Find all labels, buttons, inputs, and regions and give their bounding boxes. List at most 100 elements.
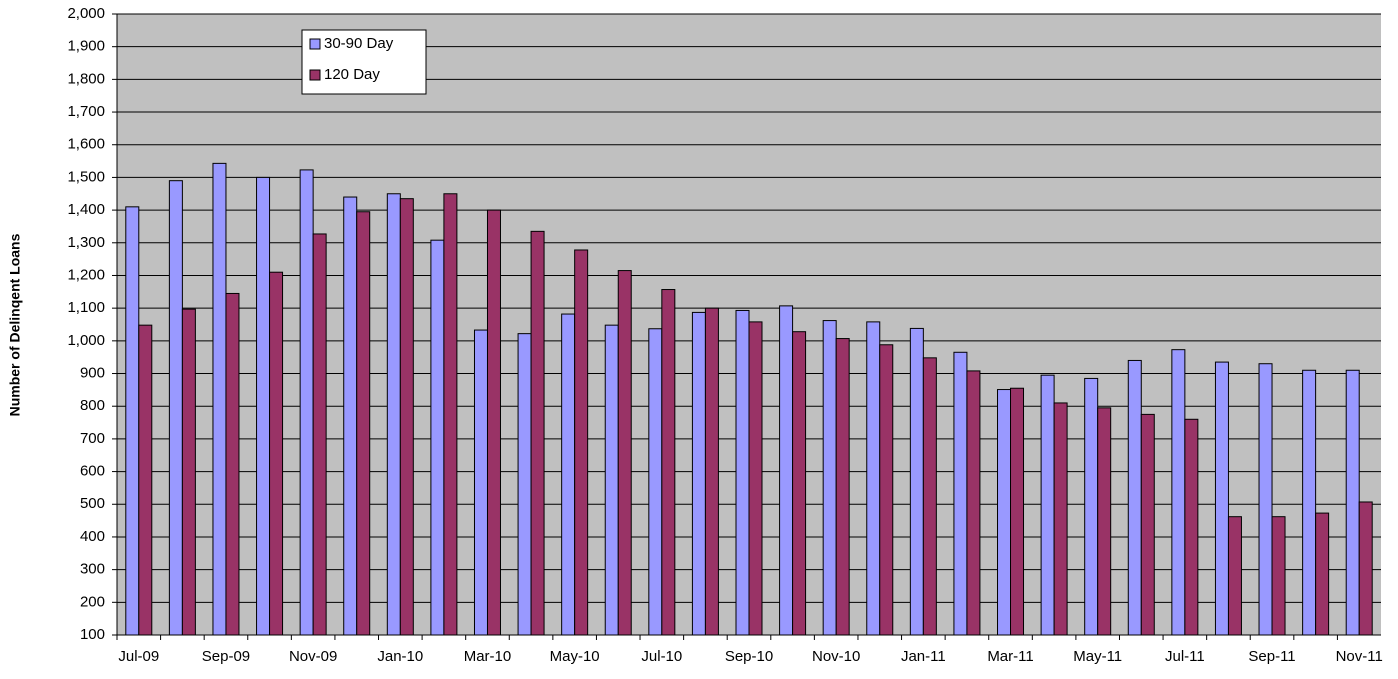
bar [835, 338, 850, 636]
y-tick-label: 1,400 [67, 201, 105, 218]
bar [343, 196, 358, 636]
bar [966, 370, 981, 636]
bar [269, 271, 284, 636]
bar [125, 206, 140, 636]
bar [138, 324, 153, 636]
bar [1084, 377, 1099, 636]
y-tick-label: 1,300 [67, 234, 105, 251]
bar [1171, 349, 1186, 636]
y-tick-label: 100 [80, 626, 105, 643]
bar [443, 193, 458, 636]
bar [386, 193, 401, 636]
bar [997, 389, 1012, 636]
bar [617, 270, 632, 636]
bar [909, 327, 924, 636]
y-tick-label: 300 [80, 561, 105, 578]
bar [530, 230, 545, 636]
x-tick-label: Jan-11 [901, 648, 946, 665]
bar [792, 331, 807, 636]
x-tick-label: Nov-11 [1336, 648, 1383, 665]
x-tick-label: May-11 [1073, 648, 1122, 665]
bar [356, 211, 371, 636]
bar [212, 162, 227, 636]
bar [168, 180, 183, 636]
bar [1302, 369, 1317, 636]
bar [1010, 387, 1025, 636]
bar [312, 233, 327, 636]
bar [1140, 413, 1155, 636]
legend-swatch [309, 38, 321, 50]
y-tick-label: 700 [80, 430, 105, 447]
x-tick-label: May-10 [550, 648, 600, 665]
y-tick-label: 1,900 [67, 38, 105, 55]
bar [1184, 418, 1199, 636]
x-tick-label: Jul-10 [641, 648, 682, 665]
y-tick-label: 900 [80, 364, 105, 381]
bar [1127, 359, 1142, 636]
bar [430, 239, 445, 636]
bar [691, 311, 706, 636]
bar [1315, 512, 1330, 636]
bar [822, 320, 837, 636]
y-tick-label: 800 [80, 397, 105, 414]
y-tick-label: 1,200 [67, 266, 105, 283]
bar [181, 308, 196, 636]
bar [225, 292, 240, 636]
bar [486, 209, 501, 636]
bar [517, 333, 532, 636]
bar [1358, 501, 1373, 636]
y-tick-label: 1,100 [67, 299, 105, 316]
x-tick-label: Mar-10 [464, 648, 512, 665]
y-tick-label: 1,000 [67, 332, 105, 349]
bar [879, 344, 894, 636]
bar [704, 307, 719, 636]
x-tick-label: Nov-10 [812, 648, 860, 665]
y-tick-label: 500 [80, 495, 105, 512]
bar [953, 351, 968, 636]
x-tick-label: Jul-11 [1165, 648, 1205, 665]
legend-label: 120 Day [324, 66, 380, 83]
x-tick-label: Jan-10 [377, 648, 423, 665]
x-tick-label: Sep-11 [1248, 648, 1295, 665]
y-tick-label: 1,700 [67, 103, 105, 120]
bar [256, 176, 271, 636]
bar [648, 328, 663, 636]
bar [399, 198, 414, 636]
y-axis-title: Number of Delinqent Loans [7, 233, 23, 416]
bar [473, 329, 488, 636]
bar [748, 321, 763, 636]
legend-label: 30-90 Day [324, 35, 394, 52]
y-tick-label: 400 [80, 528, 105, 545]
y-tick-label: 2,000 [67, 5, 105, 22]
bar [1214, 361, 1229, 636]
x-tick-label: Mar-11 [987, 648, 1033, 665]
x-tick-label: Sep-10 [725, 648, 773, 665]
bar [1258, 363, 1273, 636]
x-tick-label: Jul-09 [118, 648, 159, 665]
x-tick-label: Sep-09 [202, 648, 250, 665]
bar [779, 305, 794, 636]
bar [574, 249, 589, 636]
y-tick-label: 200 [80, 593, 105, 610]
y-tick-label: 1,800 [67, 70, 105, 87]
bar [1271, 516, 1286, 636]
x-tick-label: Nov-09 [289, 648, 337, 665]
bar [561, 313, 576, 636]
y-tick-label: 1,600 [67, 136, 105, 153]
bar [1345, 369, 1360, 636]
y-tick-label: 600 [80, 463, 105, 480]
bar [661, 289, 676, 636]
y-tick-label: 1,500 [67, 168, 105, 185]
bar [1053, 402, 1068, 636]
legend-swatch [309, 69, 321, 81]
bar [866, 321, 881, 636]
bar [604, 324, 619, 636]
bar [1040, 374, 1055, 636]
bar [299, 169, 314, 636]
bar [1097, 407, 1112, 636]
bar [1227, 516, 1242, 636]
bar [735, 309, 750, 636]
bar [922, 357, 937, 636]
legend-box [301, 29, 427, 95]
